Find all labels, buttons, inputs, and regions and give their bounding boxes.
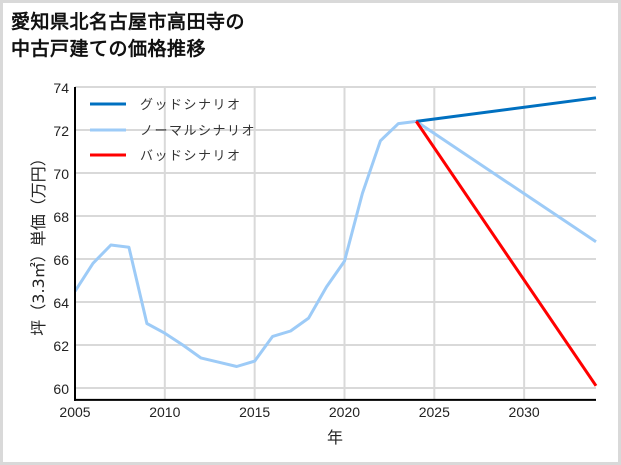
- x-tick-label: 2030: [509, 404, 540, 420]
- tick-labels: 60 62 64 66 68 70 72 74 2005 2010 2015 2020 2025 2030: [53, 80, 539, 420]
- y-tick-label: 60: [53, 381, 69, 397]
- grid-lines: [75, 86, 596, 400]
- y-tick-label: 66: [53, 252, 69, 268]
- x-tick-label: 2005: [59, 404, 90, 420]
- y-tick-label: 72: [53, 123, 69, 139]
- series-line-1: [416, 96, 597, 123]
- legend-label-bad: バッドシナリオ: [140, 149, 242, 164]
- chart-title-line1: 愛知県北名古屋市高田寺の: [11, 11, 246, 33]
- axes: [74, 87, 596, 401]
- chart-title-line2: 中古戸建ての価格推移: [11, 38, 207, 60]
- y-tick-label: 74: [53, 80, 69, 96]
- series-line-2: [415, 120, 598, 387]
- series-line-0: [73, 119, 597, 368]
- x-axis-label: 年: [326, 428, 344, 447]
- legend-label-good: グッドシナリオ: [140, 98, 242, 113]
- y-tick-label: 64: [53, 295, 69, 311]
- x-tick-label: 2020: [329, 404, 360, 420]
- x-tick-label: 2010: [149, 404, 180, 420]
- y-tick-label: 62: [53, 338, 69, 354]
- legend-label-normal: ノーマルシナリオ: [140, 124, 256, 139]
- y-tick-label: 70: [53, 166, 69, 182]
- x-tick-label: 2015: [239, 404, 270, 420]
- legend: グッドシナリオ ノーマルシナリオ バッドシナリオ: [90, 98, 256, 164]
- chart-title: 愛知県北名古屋市高田寺の 中古戸建ての価格推移: [11, 9, 245, 63]
- x-tick-label: 2025: [419, 404, 450, 420]
- y-axis-label: 坪（3.3㎡）単価（万円）: [29, 150, 48, 336]
- data-series: [73, 96, 598, 387]
- y-tick-label: 68: [53, 209, 69, 225]
